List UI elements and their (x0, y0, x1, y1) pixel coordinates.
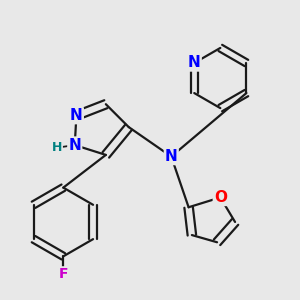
Text: N: N (68, 138, 81, 153)
Text: N: N (70, 108, 83, 123)
Text: N: N (188, 56, 201, 70)
Text: N: N (165, 149, 178, 164)
Text: H: H (52, 141, 62, 154)
Text: F: F (58, 267, 68, 281)
Text: O: O (214, 190, 227, 205)
